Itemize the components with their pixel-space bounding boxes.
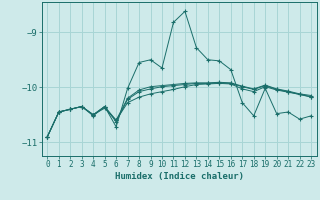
X-axis label: Humidex (Indice chaleur): Humidex (Indice chaleur)	[115, 172, 244, 181]
